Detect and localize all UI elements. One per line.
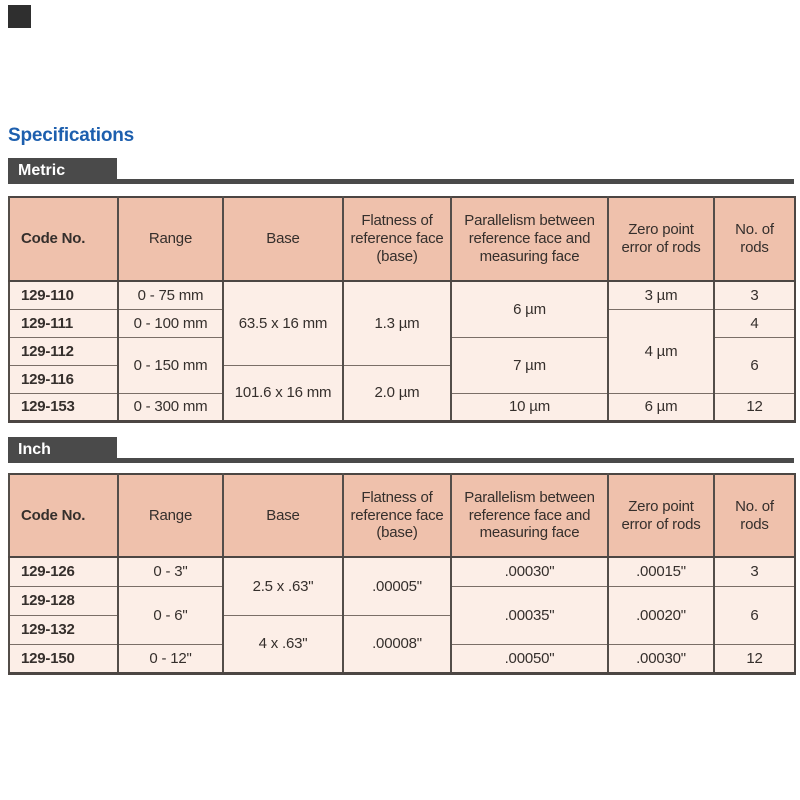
metric-column-header: Flatness of reference face (base) xyxy=(342,197,451,282)
table-cell: 12 xyxy=(713,643,795,673)
table-cell: 0 - 150 mm xyxy=(117,336,223,393)
code-cell: 129-132 xyxy=(8,614,118,644)
table-cell: 3 xyxy=(713,556,795,586)
table-cell: 101.6 x 16 mm xyxy=(222,364,343,421)
table-row: 129-153 0 - 300 mm 10 µm 6 µm 12 xyxy=(8,392,795,421)
table-row: 129-150 0 - 12" .00050" .00030" 12 xyxy=(8,643,795,673)
inch-column-header: Parallelism between reference face and m… xyxy=(450,474,608,558)
table-cell: 0 - 6" xyxy=(117,585,223,644)
table-cell: 6 µm xyxy=(607,392,714,421)
inch-table-container: Code No. Range Base Flatness of reference f… xyxy=(8,473,796,675)
code-cell: 129-128 xyxy=(8,585,118,615)
metric-column-header: Range xyxy=(117,197,223,282)
metric-column-header: Zero point error of rods xyxy=(607,197,714,282)
table-cell: .00035" xyxy=(450,585,608,644)
inch-section-rule xyxy=(8,458,794,463)
table-cell: .00030" xyxy=(450,556,608,586)
code-cell: 129-153 xyxy=(8,392,118,421)
table-cell: .00020" xyxy=(607,585,714,644)
inch-section-bar: Inch xyxy=(8,437,794,463)
metric-table-container: Code No. Range Base Flatness of reference f… xyxy=(8,196,796,423)
code-cell: 129-111 xyxy=(8,308,118,337)
table-cell: 4 xyxy=(713,308,795,337)
metric-column-header: Base xyxy=(222,197,343,282)
inch-spec-table: Code No. Range Base Flatness of reference f… xyxy=(8,473,796,675)
table-cell: 1.3 µm xyxy=(342,280,451,365)
table-cell: .00050" xyxy=(450,643,608,673)
table-cell: .00008" xyxy=(342,614,451,673)
metric-section-bar: Metric xyxy=(8,158,794,184)
table-row: 129-111 0 - 100 mm 4 µm 4 xyxy=(8,308,795,393)
inch-tab-label: Inch xyxy=(18,441,51,458)
table-cell: 6 xyxy=(713,585,795,644)
code-cell: 129-116 xyxy=(8,364,118,393)
metric-section-rule xyxy=(8,179,794,184)
code-cell: 129-150 xyxy=(8,643,118,673)
metric-column-header: Parallelism between reference face and m… xyxy=(450,197,608,282)
metric-tab-label: Metric xyxy=(18,162,66,179)
table-row: 129-126 0 - 3" 2.5 x .63" .00005" .00030" .00… xyxy=(8,556,795,615)
metric-column-header: Code No. xyxy=(8,197,118,282)
table-cell: 3 µm xyxy=(607,280,714,309)
metric-section-tab: Metric xyxy=(8,158,117,184)
table-cell: 3 xyxy=(713,280,795,309)
inch-column-header: Code No. xyxy=(8,474,118,558)
table-cell: 2.0 µm xyxy=(342,364,451,421)
page-corner-mark xyxy=(8,5,31,28)
table-cell: .00015" xyxy=(607,556,714,586)
table-row: 129-128 0 - 6" .00035" .00020" 6 xyxy=(8,585,795,644)
table-cell: 7 µm xyxy=(450,336,608,393)
table-cell: 4 x .63" xyxy=(222,614,343,673)
code-cell: 129-110 xyxy=(8,280,118,309)
table-cell: 4 µm xyxy=(607,308,714,393)
table-row: 129-116 101.6 x 16 mm 2.0 µm xyxy=(8,364,795,421)
table-cell: 12 xyxy=(713,392,795,421)
inch-column-header: Zero point error of rods xyxy=(607,474,714,558)
metric-column-header: No. of rods xyxy=(713,197,795,282)
table-row: 129-132 4 x .63" .00008" xyxy=(8,614,795,673)
header-row: Code No. Range Base Flatness of reference f… xyxy=(8,197,795,282)
inch-column-header: No. of rods xyxy=(713,474,795,558)
table-row: 129-110 0 - 75 mm 63.5 x 16 mm 1.3 µm 6 µm 3 … xyxy=(8,280,795,365)
table-cell: 0 - 100 mm xyxy=(117,308,223,337)
table-cell: 6 µm xyxy=(450,280,608,337)
inch-column-header: Range xyxy=(117,474,223,558)
metric-spec-table: Code No. Range Base Flatness of reference f… xyxy=(8,196,796,423)
page-title: Specifications xyxy=(8,125,135,146)
header-row: Code No. Range Base Flatness of reference f… xyxy=(8,474,795,558)
table-cell: 6 xyxy=(713,336,795,393)
table-cell: 10 µm xyxy=(450,392,608,421)
code-cell: 129-126 xyxy=(8,556,118,586)
table-cell: 0 - 3" xyxy=(117,556,223,586)
table-cell: 0 - 300 mm xyxy=(117,392,223,421)
code-cell: 129-112 xyxy=(8,336,118,365)
inch-column-header: Flatness of reference face (base) xyxy=(342,474,451,558)
inch-section-tab: Inch xyxy=(8,437,117,463)
table-cell: 2.5 x .63" xyxy=(222,556,343,615)
inch-column-header: Base xyxy=(222,474,343,558)
table-cell: 0 - 12" xyxy=(117,643,223,673)
table-cell: 0 - 75 mm xyxy=(117,280,223,309)
table-cell: .00005" xyxy=(342,556,451,615)
table-cell: 63.5 x 16 mm xyxy=(222,280,343,365)
table-cell: .00030" xyxy=(607,643,714,673)
table-row: 129-112 0 - 150 mm 7 µm 6 xyxy=(8,336,795,393)
